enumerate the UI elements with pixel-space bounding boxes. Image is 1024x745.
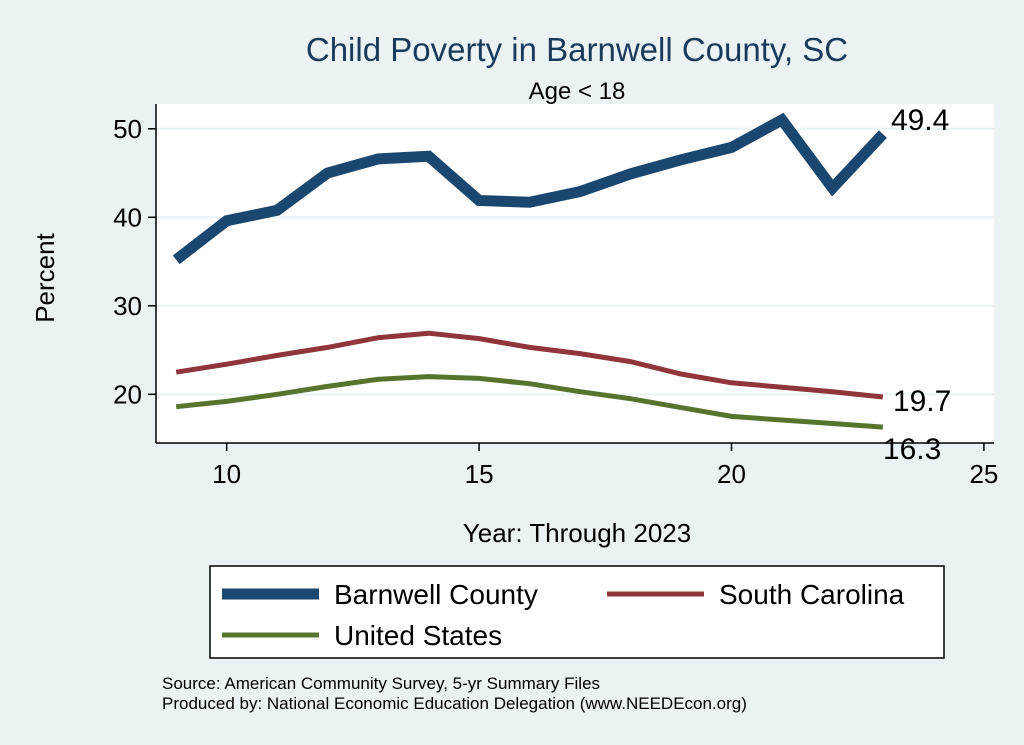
- series-line-south-carolina: [175, 330, 884, 400]
- legend-box: [209, 565, 945, 659]
- y-tick-label-30: 30: [113, 291, 142, 321]
- end-label-barnwell-county: 49.4: [891, 104, 949, 137]
- legend: Barnwell County South Carolina United Stat…: [209, 565, 945, 659]
- x-tick-label-10: 10: [212, 459, 241, 489]
- legend-label-south-carolina: South Carolina: [719, 579, 905, 610]
- source-notes: Source: American Community Survey, 5-yr …: [162, 674, 747, 713]
- source-line-1: Source: American Community Survey, 5-yr …: [162, 674, 600, 693]
- end-label-south-carolina: 19.7: [893, 385, 951, 418]
- y-axis-title: Percent: [30, 232, 60, 322]
- y-tick-label-20: 20: [113, 379, 142, 409]
- x-axis-ticks: 10 15 20 25: [212, 443, 998, 489]
- legend-label-united-states: United States: [334, 620, 502, 651]
- series-line-barnwell-county: [172, 112, 887, 265]
- legend-label-barnwell-county: Barnwell County: [334, 579, 538, 610]
- end-label-united-states: 16.3: [883, 433, 941, 466]
- x-axis-title: Year: Through 2023: [463, 518, 691, 548]
- series-lines: [172, 112, 887, 430]
- source-line-2: Produced by: National Economic Education…: [162, 694, 747, 713]
- x-tick-label-15: 15: [465, 459, 494, 489]
- end-labels: 49.4 19.7 16.3: [883, 104, 951, 466]
- chart-title: Child Poverty in Barnwell County, SC: [306, 31, 848, 68]
- y-tick-label-40: 40: [113, 202, 142, 232]
- series-line-united-states: [175, 374, 884, 430]
- x-tick-label-20: 20: [717, 459, 746, 489]
- chart-subtitle: Age < 18: [529, 78, 626, 105]
- y-axis-ticks: 20 30 40 50: [113, 114, 156, 409]
- y-tick-label-50: 50: [113, 114, 142, 144]
- x-tick-label-25: 25: [969, 459, 998, 489]
